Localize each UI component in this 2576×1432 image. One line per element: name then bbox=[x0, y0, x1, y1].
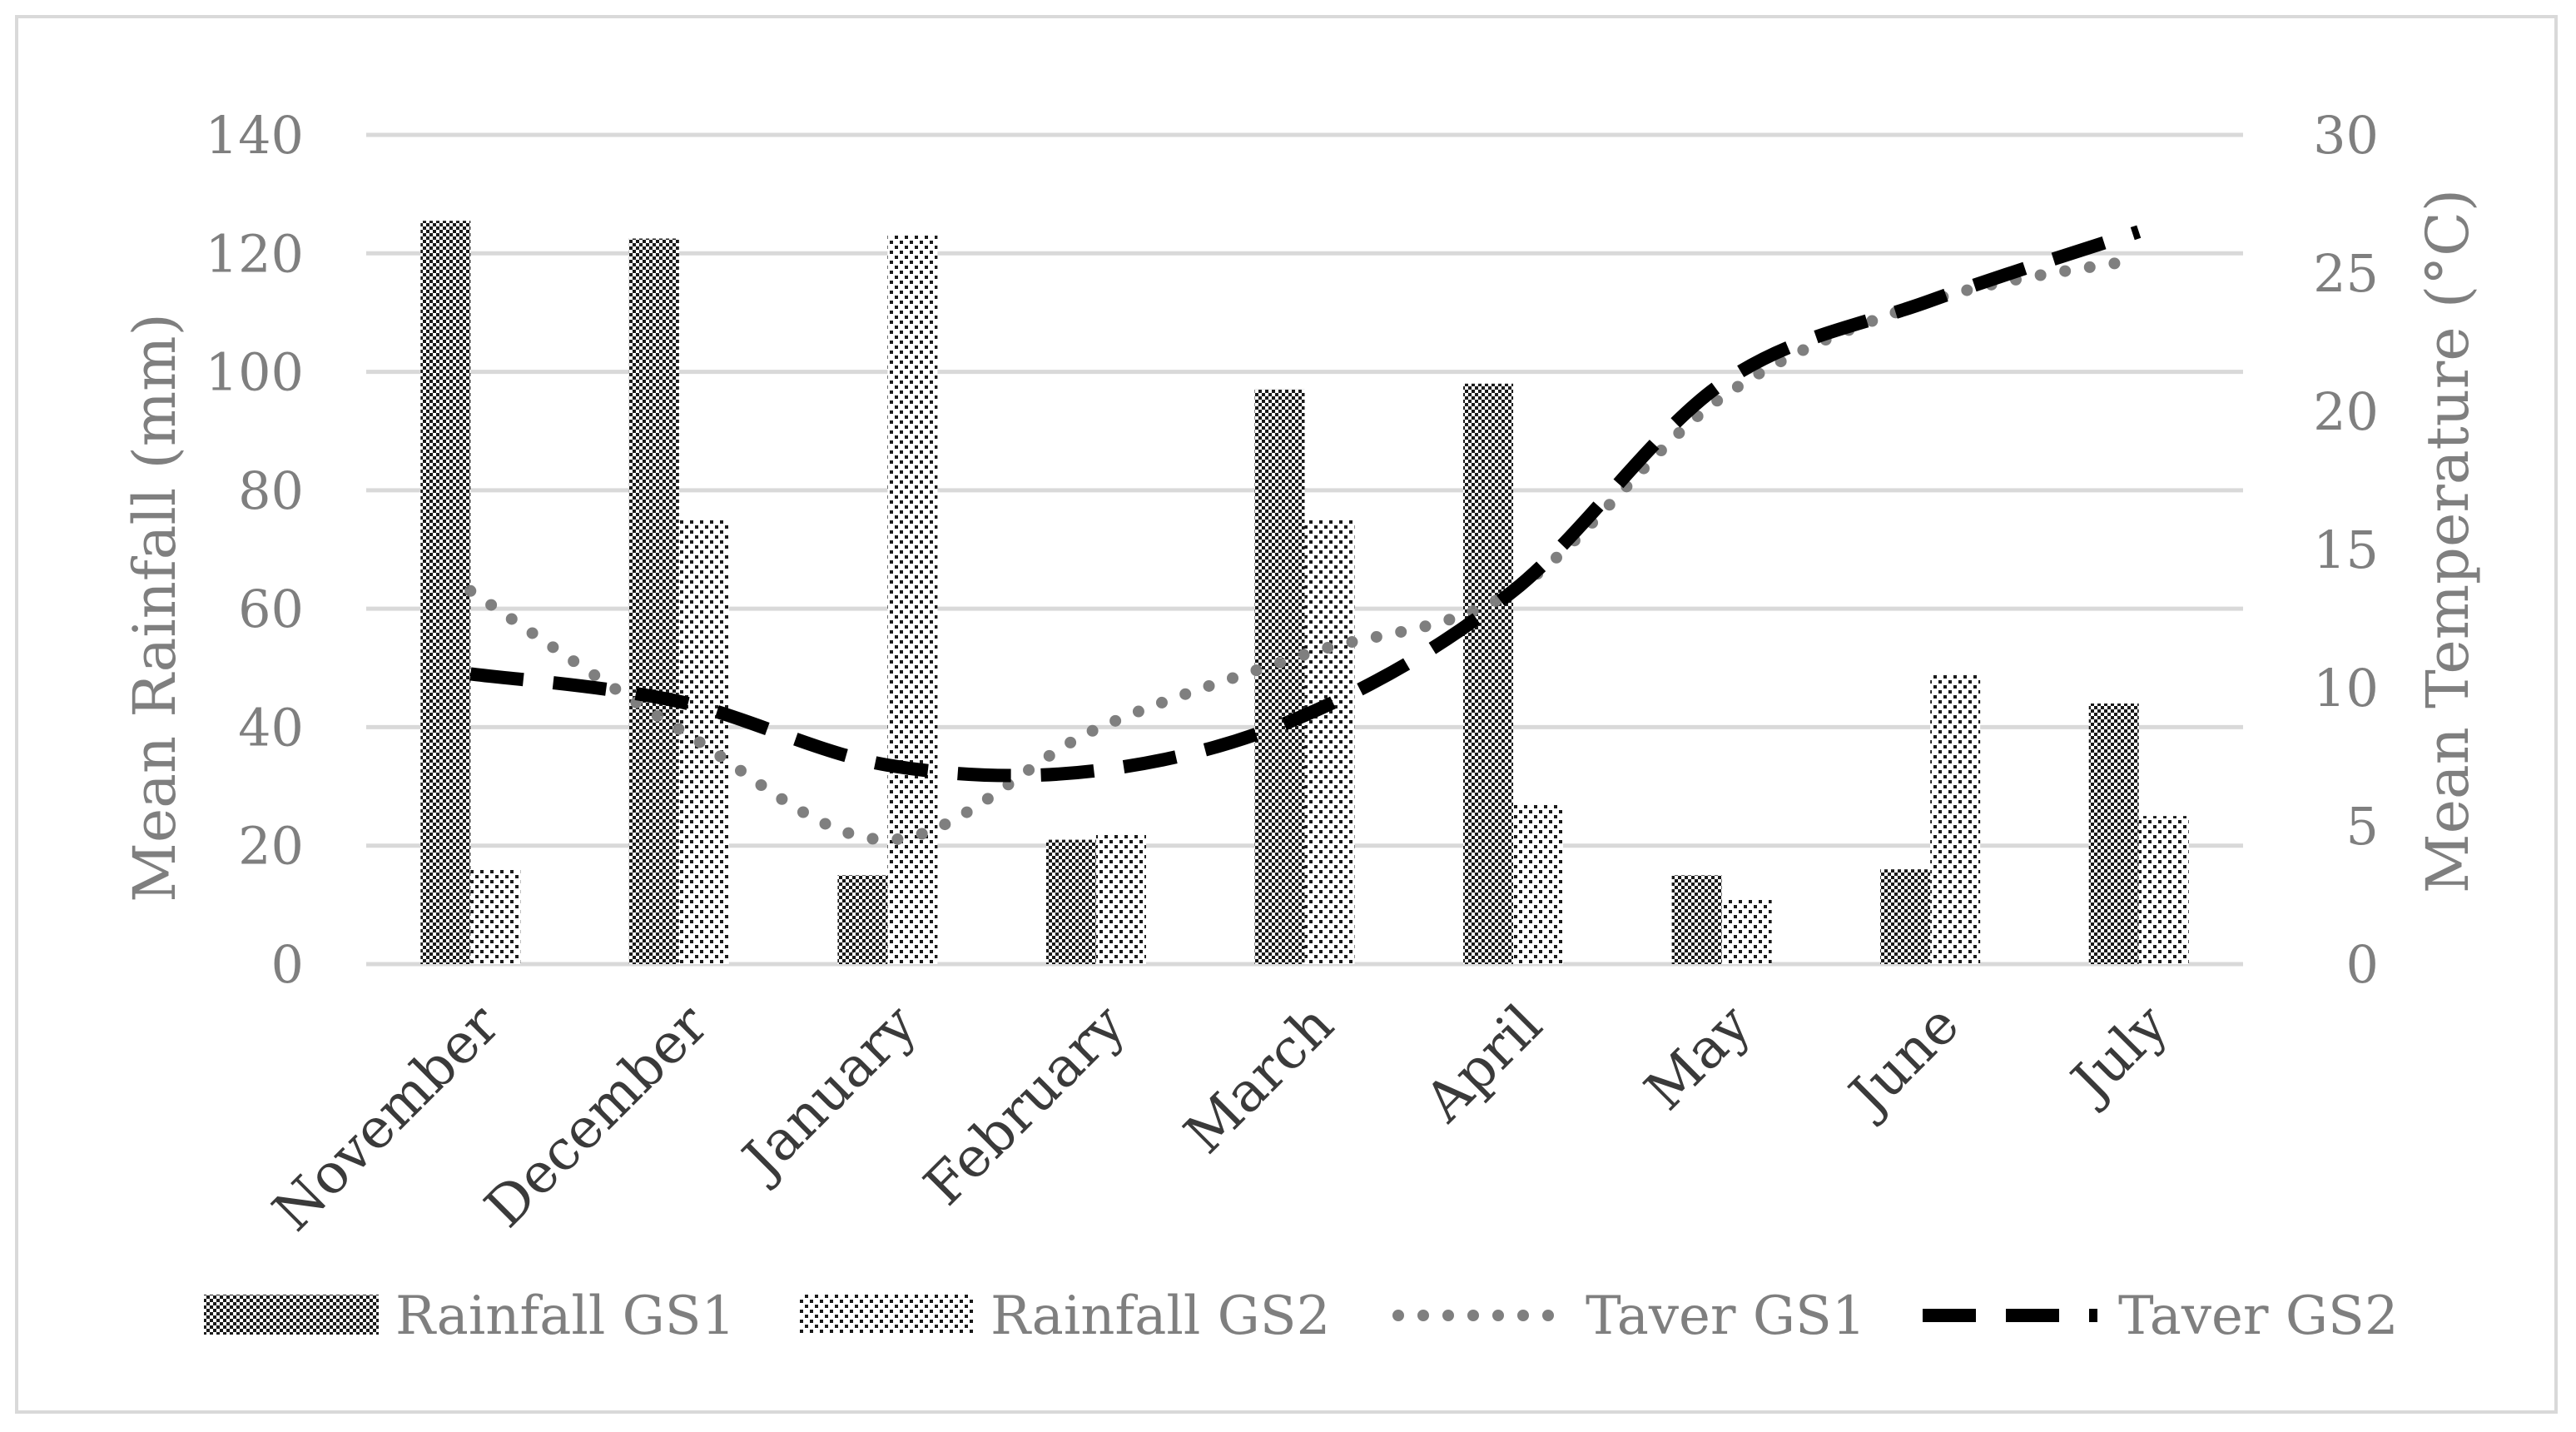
y-tick-label: 40 bbox=[238, 697, 304, 758]
bars bbox=[420, 221, 2189, 965]
bar-rainfall-gs1 bbox=[1045, 839, 1096, 964]
y2-tick-label: 10 bbox=[2313, 658, 2379, 718]
category-label: January bbox=[727, 992, 929, 1193]
bar-rainfall-gs1 bbox=[837, 875, 888, 964]
legend-swatch-rainfall-gs1 bbox=[204, 1295, 379, 1335]
y2-tick-label: 15 bbox=[2313, 520, 2379, 580]
y2-tick-label: 20 bbox=[2313, 381, 2379, 442]
category-label: May bbox=[1632, 992, 1763, 1122]
bar-rainfall-gs1 bbox=[1463, 383, 1514, 964]
category-label: November bbox=[261, 992, 512, 1244]
bar-rainfall-gs1 bbox=[2088, 703, 2139, 964]
bar-rainfall-gs2 bbox=[2138, 816, 2189, 964]
legend-label-rainfall-gs1: Rainfall GS1 bbox=[395, 1285, 735, 1347]
bar-rainfall-gs2 bbox=[470, 869, 521, 964]
y2-tick-label: 30 bbox=[2313, 105, 2379, 166]
legend-label-taver-gs2: Taver GS2 bbox=[2118, 1285, 2399, 1347]
y-tick-label: 120 bbox=[206, 223, 304, 284]
category-label: June bbox=[1834, 992, 1971, 1130]
y2-tick-label: 5 bbox=[2346, 796, 2379, 857]
y-tick-label: 100 bbox=[206, 342, 304, 403]
y2-tick-label: 0 bbox=[2346, 934, 2379, 995]
bar-rainfall-gs2 bbox=[887, 235, 938, 964]
bar-rainfall-gs2 bbox=[1513, 803, 1564, 964]
line-taver-gs1 bbox=[464, 253, 2145, 846]
y-tick-label: 80 bbox=[238, 460, 304, 521]
category-label: December bbox=[473, 992, 721, 1241]
bar-rainfall-gs1 bbox=[1880, 869, 1931, 964]
y2-axis-title: Mean Temperature (°C) bbox=[2414, 189, 2482, 893]
bar-rainfall-gs1 bbox=[420, 221, 471, 965]
category-label: March bbox=[1172, 992, 1346, 1166]
legend-label-rainfall-gs2: Rainfall GS2 bbox=[990, 1285, 1330, 1347]
bar-rainfall-gs2 bbox=[1930, 674, 1981, 964]
legend-swatch-rainfall-gs2 bbox=[799, 1295, 974, 1335]
category-label: April bbox=[1412, 992, 1554, 1135]
line-taver-gs2 bbox=[469, 225, 2142, 783]
bar-rainfall-gs2 bbox=[1304, 520, 1355, 964]
legend: Rainfall GS1 Rainfall GS2 Taver GS1 Tave… bbox=[204, 1285, 2399, 1347]
category-label: July bbox=[2056, 992, 2180, 1116]
bar-rainfall-gs1 bbox=[628, 238, 679, 964]
bar-rainfall-gs2 bbox=[1095, 833, 1146, 964]
y-tick-label: 20 bbox=[238, 816, 304, 877]
tick-labels: 0 20 40 60 80 100 120 140 0 5 10 15 20 25 30 bbox=[206, 105, 2379, 995]
y-tick-label: 140 bbox=[206, 105, 304, 166]
lines bbox=[464, 225, 2145, 846]
bar-rainfall-gs1 bbox=[1254, 389, 1305, 964]
y2-tick-label: 25 bbox=[2313, 243, 2379, 304]
bar-rainfall-gs2 bbox=[1721, 898, 1772, 964]
y-tick-label: 0 bbox=[271, 934, 304, 995]
legend-label-taver-gs1: Taver GS1 bbox=[1586, 1285, 1866, 1347]
y-tick-label: 60 bbox=[238, 579, 304, 639]
category-label: February bbox=[912, 992, 1138, 1217]
y-axis-title: Mean Rainfall (mm) bbox=[121, 313, 189, 902]
bar-rainfall-gs1 bbox=[1671, 875, 1722, 964]
